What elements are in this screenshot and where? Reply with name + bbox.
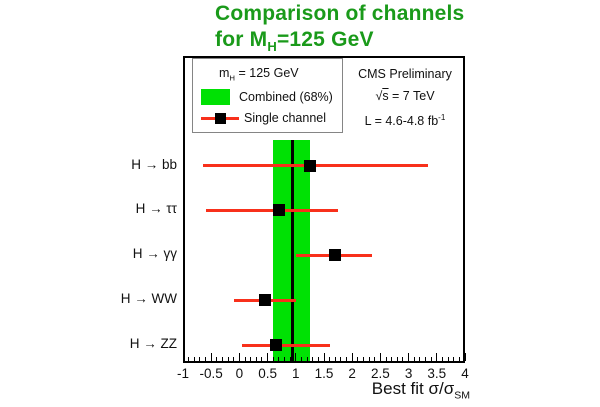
x-axis-minor-tick bbox=[413, 357, 415, 361]
legend-entry-single: Single channel bbox=[193, 111, 342, 125]
x-axis-minor-tick bbox=[357, 357, 359, 361]
x-axis-minor-tick bbox=[312, 357, 314, 361]
x-axis-minor-tick bbox=[340, 357, 342, 361]
x-axis-tick-label: 1 bbox=[292, 366, 300, 381]
data-point-marker bbox=[258, 294, 271, 306]
x-axis-minor-tick bbox=[458, 357, 460, 361]
combined-best-fit-line bbox=[291, 140, 295, 361]
x-axis-minor-tick bbox=[362, 357, 364, 361]
x-axis-tick-label: 0.5 bbox=[258, 366, 277, 381]
cms-preliminary-label: CMS Preliminary bbox=[358, 67, 452, 81]
x-axis-major-tick bbox=[351, 353, 353, 361]
x-axis-major-tick bbox=[436, 353, 438, 361]
x-axis-minor-tick bbox=[334, 357, 336, 361]
x-axis-tick-label: 2.5 bbox=[371, 366, 390, 381]
x-axis-minor-tick bbox=[250, 357, 252, 361]
x-axis-major-tick bbox=[238, 353, 240, 361]
sqrt-s-label: √s = 7 TeV bbox=[375, 89, 435, 103]
combined-band-swatch bbox=[201, 88, 230, 105]
chart-title-line2: for MH=125 GeV bbox=[215, 28, 374, 55]
x-axis-minor-tick bbox=[306, 357, 308, 361]
x-axis-minor-tick bbox=[374, 357, 376, 361]
x-axis-minor-tick bbox=[261, 357, 263, 361]
x-axis-minor-tick bbox=[227, 357, 229, 361]
channel-label: H → WW bbox=[120, 291, 177, 306]
channel-label: H → γγ bbox=[132, 246, 177, 261]
channel-label: H → bb bbox=[131, 156, 177, 172]
luminosity-label: L = 4.6-4.8 fb-1 bbox=[364, 113, 446, 129]
x-axis-minor-tick bbox=[289, 357, 291, 361]
x-axis-tick-label: 0 bbox=[235, 366, 244, 381]
x-axis-minor-tick bbox=[329, 357, 331, 361]
x-axis-tick-label: -1 bbox=[176, 366, 189, 381]
legend-box: mH = 125 GeV Combined (68%) Single chann… bbox=[192, 58, 343, 133]
x-axis-tick-label: 3.5 bbox=[427, 366, 447, 381]
x-axis-tick-label: 2 bbox=[348, 366, 356, 381]
channel-label: H → ττ bbox=[135, 201, 177, 216]
x-axis-minor-tick bbox=[453, 357, 455, 361]
x-axis-major-tick bbox=[408, 353, 410, 361]
x-axis-tick-label: 4 bbox=[461, 366, 469, 381]
x-axis-minor-tick bbox=[402, 357, 404, 361]
legend-combined-label: Combined (68%) bbox=[239, 89, 333, 104]
chart-title: Comparison of channels for MH=125 GeV bbox=[215, 1, 464, 60]
data-point-marker bbox=[272, 204, 285, 216]
x-axis-minor-tick bbox=[396, 357, 398, 361]
data-point-marker bbox=[329, 249, 342, 261]
x-axis-minor-tick bbox=[447, 357, 449, 361]
x-axis-major-tick bbox=[210, 353, 212, 361]
x-axis-minor-tick bbox=[419, 357, 421, 361]
chart-title-line1: Comparison of channels bbox=[215, 2, 465, 25]
x-axis-major-tick bbox=[182, 353, 184, 361]
error-bar bbox=[205, 208, 339, 212]
x-axis-minor-tick bbox=[233, 357, 235, 361]
x-axis-minor-tick bbox=[278, 357, 280, 361]
x-axis-minor-tick bbox=[425, 357, 427, 361]
x-axis-minor-tick bbox=[272, 357, 274, 361]
x-axis-minor-tick bbox=[205, 357, 207, 361]
x-axis-major-tick bbox=[295, 353, 297, 361]
x-axis-minor-tick bbox=[391, 357, 393, 361]
x-axis-minor-tick bbox=[385, 357, 387, 361]
x-axis-minor-tick bbox=[430, 357, 432, 361]
x-axis-major-tick bbox=[267, 353, 269, 361]
x-axis-major-tick bbox=[323, 353, 325, 361]
data-point-marker bbox=[303, 159, 316, 172]
x-axis-minor-tick bbox=[368, 357, 370, 361]
x-axis-minor-tick bbox=[193, 357, 195, 361]
square-marker-icon bbox=[214, 112, 226, 124]
error-bar bbox=[242, 343, 330, 347]
x-axis-minor-tick bbox=[255, 357, 257, 361]
x-axis-minor-tick bbox=[216, 357, 218, 361]
legend-single-label: Single channel bbox=[244, 111, 327, 126]
x-axis-minor-tick bbox=[317, 357, 319, 361]
x-axis-minor-tick bbox=[199, 357, 201, 361]
channel-label: H → ZZ bbox=[129, 336, 177, 351]
x-axis-minor-tick bbox=[300, 357, 302, 361]
x-axis-major-tick bbox=[464, 353, 466, 361]
data-point-marker bbox=[270, 339, 283, 351]
legend-entry-combined: Combined (68%) bbox=[193, 88, 342, 105]
x-axis-tick-label: -0.5 bbox=[199, 366, 223, 381]
single-channel-marker-sample bbox=[201, 112, 239, 124]
x-axis-minor-tick bbox=[244, 357, 246, 361]
x-axis-tick-label: 3 bbox=[404, 366, 413, 381]
x-axis-minor-tick bbox=[221, 357, 223, 361]
x-axis-minor-tick bbox=[441, 357, 443, 361]
x-axis-minor-tick bbox=[284, 357, 286, 361]
legend-header: mH = 125 GeV bbox=[219, 65, 299, 83]
x-axis-tick-label: 1.5 bbox=[314, 366, 334, 381]
x-axis-major-tick bbox=[379, 353, 381, 361]
x-axis-minor-tick bbox=[188, 357, 190, 361]
x-axis-minor-tick bbox=[346, 357, 348, 361]
x-axis-label: Best fit σ/σSM bbox=[371, 379, 470, 402]
experiment-info: CMS Preliminary √s = 7 TeV L = 4.6-4.8 f… bbox=[345, 63, 465, 132]
